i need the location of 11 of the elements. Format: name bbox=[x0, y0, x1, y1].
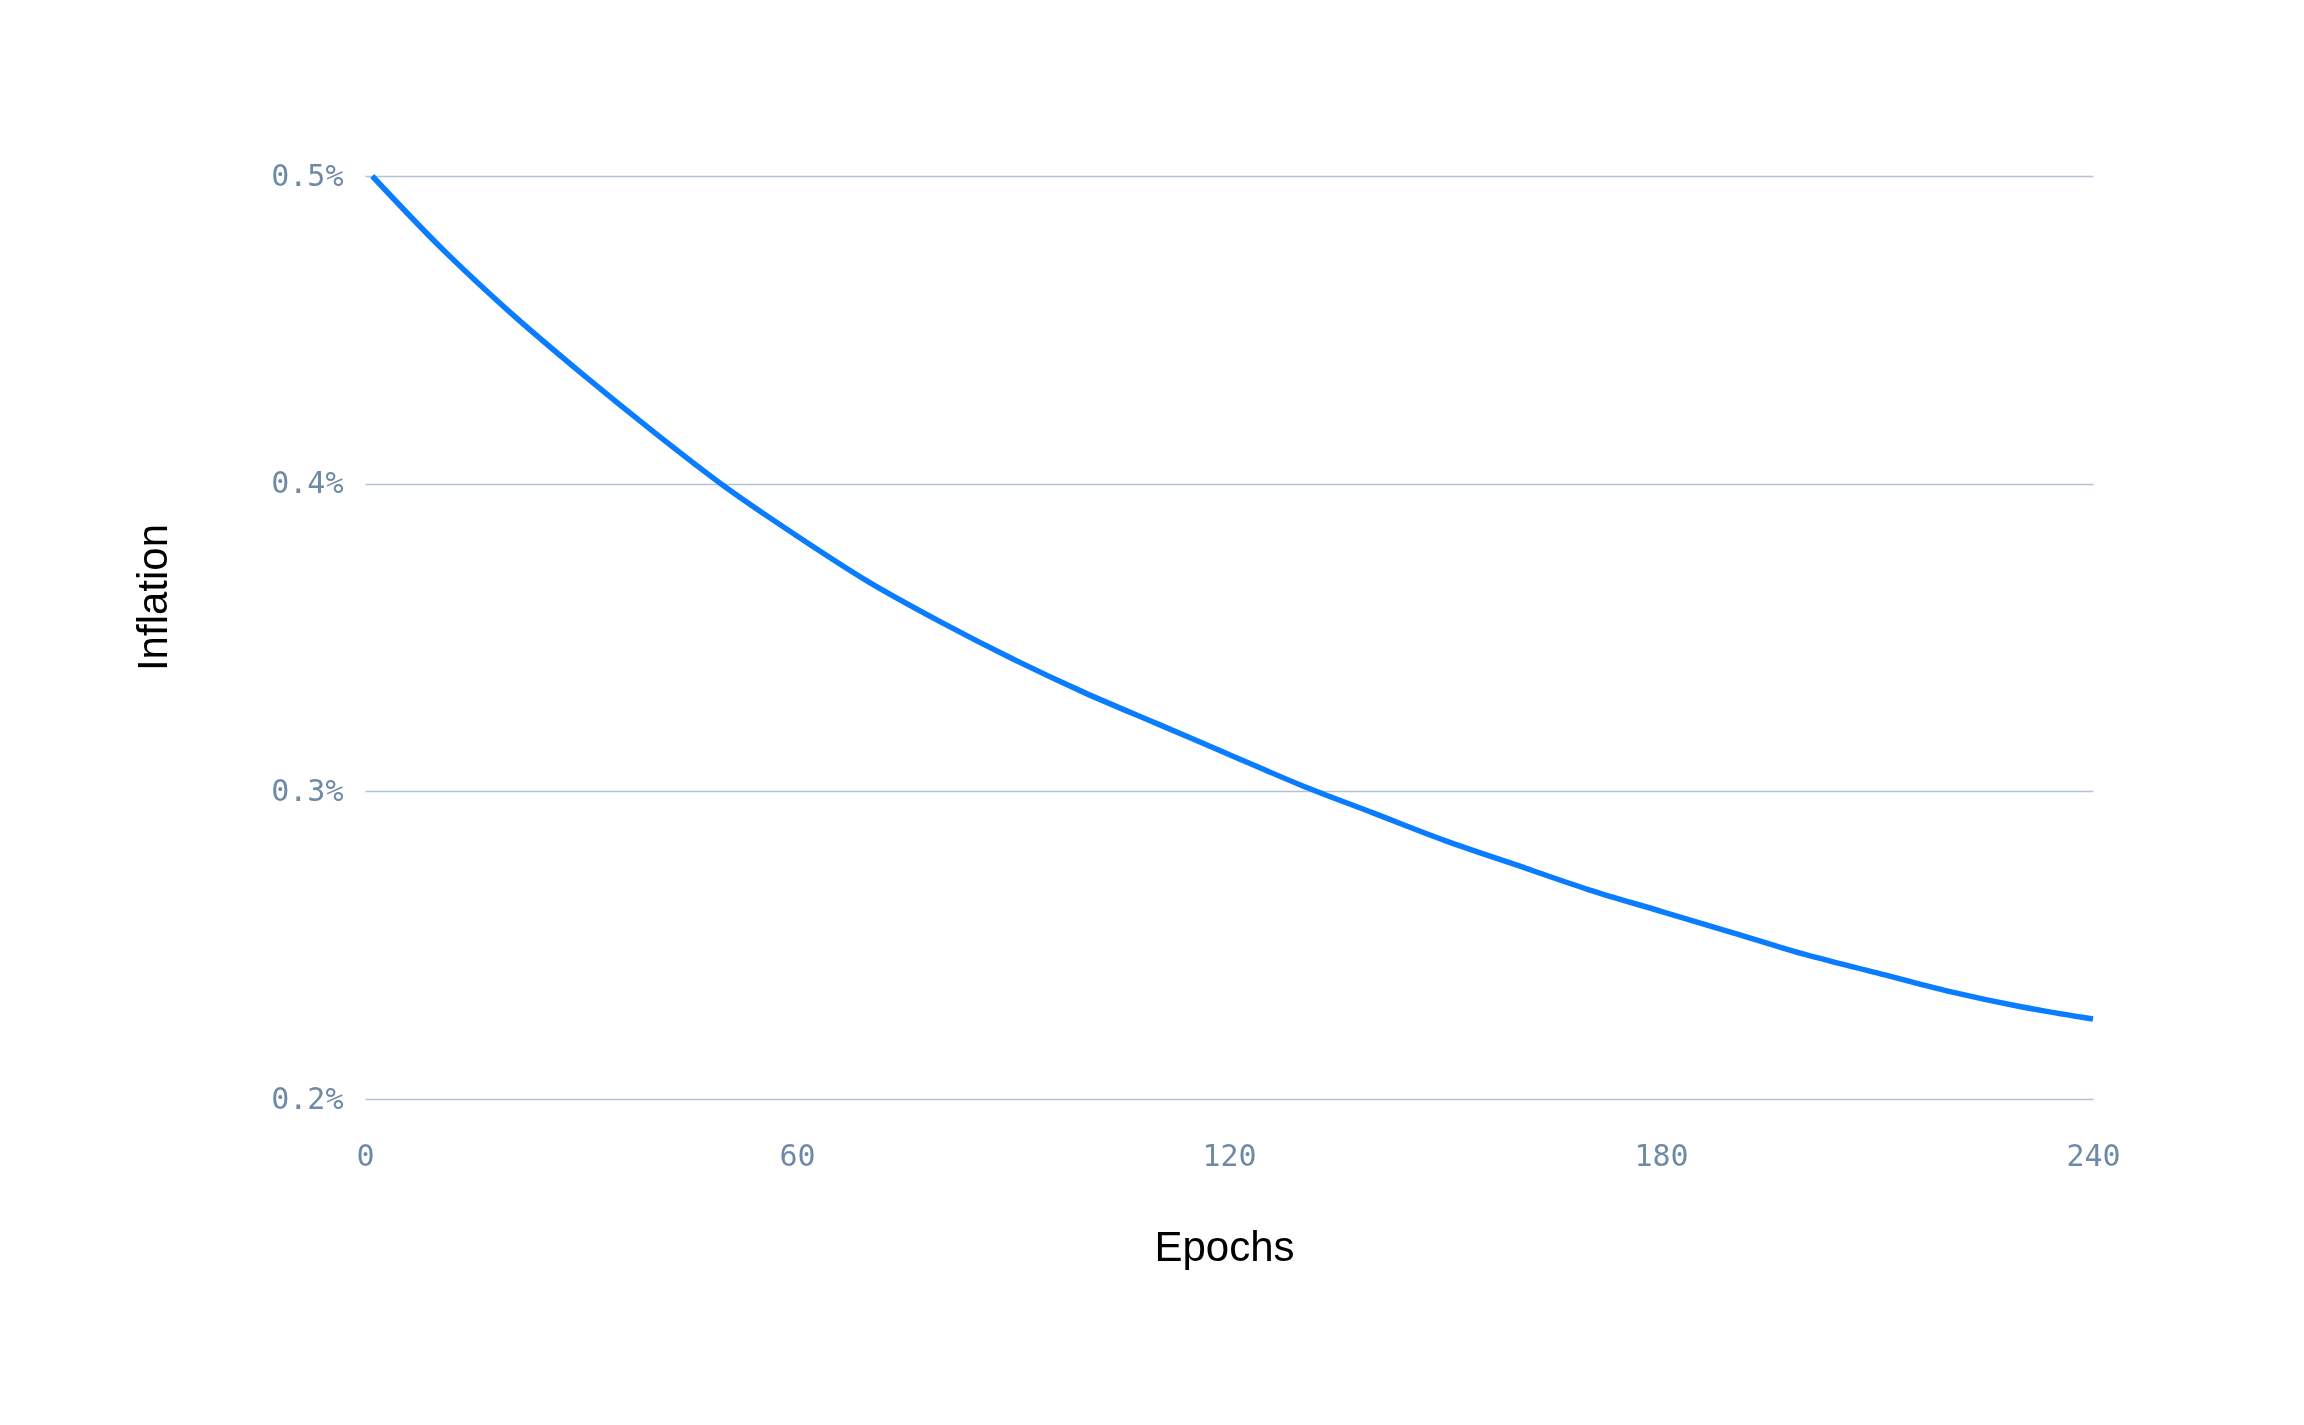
x-tick-label: 180 bbox=[1634, 1137, 1689, 1173]
x-tick-label: 60 bbox=[779, 1137, 816, 1173]
x-tick-label: 0 bbox=[356, 1137, 375, 1173]
y-tick-label: 0.4% bbox=[271, 465, 344, 501]
y-axis-title: Inflation bbox=[128, 523, 176, 672]
x-tick-label: 120 bbox=[1202, 1137, 1257, 1173]
x-tick-label: 240 bbox=[2066, 1137, 2121, 1173]
y-tick-label: 0.5% bbox=[271, 157, 344, 193]
x-axis-title: Epochs bbox=[1154, 1222, 1295, 1270]
y-tick-label: 0.2% bbox=[271, 1080, 344, 1116]
y-tick-label: 0.3% bbox=[271, 772, 344, 808]
